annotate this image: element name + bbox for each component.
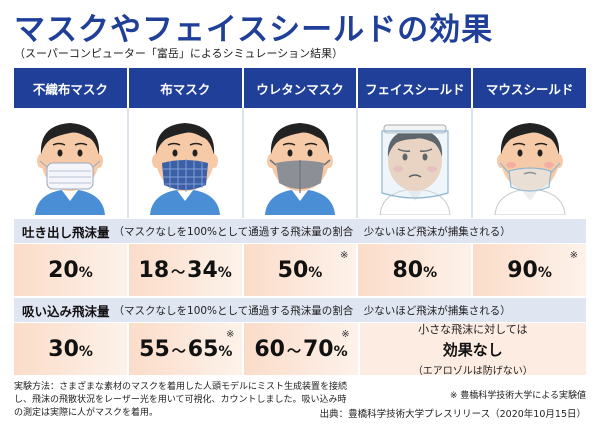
shield-note-line1: 小さな飛沫に対しては xyxy=(418,323,528,336)
footnote-mark: ※ xyxy=(341,329,350,340)
face-shield-person-icon xyxy=(379,124,451,215)
inhale-value-cloth: 55 ～65% ※ xyxy=(129,323,245,375)
column-header-face-shield: フェイスシールド xyxy=(358,68,474,108)
nonwoven-mask-person-icon xyxy=(35,123,106,215)
illustration-cell xyxy=(14,108,129,218)
illustration-cell xyxy=(473,108,586,218)
footnote-mark: ※ xyxy=(340,250,349,261)
inhale-value-urethane: 60 ～70% ※ xyxy=(244,323,360,375)
column-header-mouth-shield: マウスシールド xyxy=(473,68,586,108)
illustration-cell xyxy=(243,108,359,218)
mouth-shield-person-icon xyxy=(494,123,566,215)
source-citation: 出典：豊橋科学技術大学プレスリリース（2020年10月15日） xyxy=(319,409,586,420)
column-header-cloth: 布マスク xyxy=(128,68,244,108)
cloth-mask-person-icon xyxy=(150,123,221,215)
inhale-value-nonwoven: 30% xyxy=(14,323,130,375)
illustration-cell xyxy=(128,108,244,218)
exhale-values-row: 20% 18 ～34% 50% ※ 80% 90% ※ xyxy=(14,244,586,296)
column-header-urethane: ウレタンマスク xyxy=(243,68,359,108)
footnote: ※ 豊橋科学技術大学による実験値 xyxy=(449,391,586,401)
illustration-row xyxy=(14,108,586,218)
inhale-note: （マスクなしを100%として通過する飛沫量の割合 少ないほど飛沫が捕集される） xyxy=(113,304,511,317)
inhale-title: 吸い込み飛沫量 xyxy=(22,303,110,319)
shield-note-emphasis: 効果なし xyxy=(442,341,503,359)
column-header-row: 不織布マスク 布マスク ウレタンマスク フェイスシールド マウスシールド xyxy=(14,68,586,108)
exhale-value-face-shield: 80% xyxy=(358,244,474,296)
shield-note-line3: （エアロゾルは防げない） xyxy=(412,366,533,377)
page-title: マスクやフェイスシールドの効果 xyxy=(14,12,494,48)
inhale-values-row: 30% 55 ～65% ※ 60 ～70% ※ 小さな飛沫に対しては 効果なし （エ… xyxy=(14,323,587,377)
exhale-section-header: 吐き出し飛沫量 （マスクなしを100%として通過する飛沫量の割合 少ないほど飛沫… xyxy=(14,219,586,243)
footnote-mark: ※ xyxy=(569,250,578,261)
experiment-method: 実験方法：さまざまな素材のマスクを着用した人頭モデルにミスト生成装置を接続し、飛… xyxy=(14,382,348,418)
inhale-section-header: 吸い込み飛沫量 （マスクなしを100%として通過する飛沫量の割合 少ないほど飛沫… xyxy=(14,298,586,322)
illustration-cell xyxy=(358,108,474,218)
urethane-mask-person-icon xyxy=(264,123,335,215)
footnote-mark: ※ xyxy=(226,329,235,340)
shield-inhale-note: 小さな飛沫に対しては 効果なし （エアロゾルは防げない） xyxy=(359,323,587,377)
exhale-value-cloth: 18 ～34% xyxy=(128,244,244,296)
exhale-value-urethane: 50% ※ xyxy=(243,244,359,296)
exhale-title: 吐き出し飛沫量 xyxy=(22,224,110,240)
exhale-note: （マスクなしを100%として通過する飛沫量の割合 少ないほど飛沫が捕集される） xyxy=(113,225,511,238)
page-subtitle: （スーパーコンピューター「富岳」によるシミュレーション結果） xyxy=(14,47,344,60)
column-header-nonwoven: 不織布マスク xyxy=(14,68,129,108)
exhale-value-mouth-shield: 90% ※ xyxy=(473,244,586,296)
exhale-value-nonwoven: 20% xyxy=(14,244,129,296)
